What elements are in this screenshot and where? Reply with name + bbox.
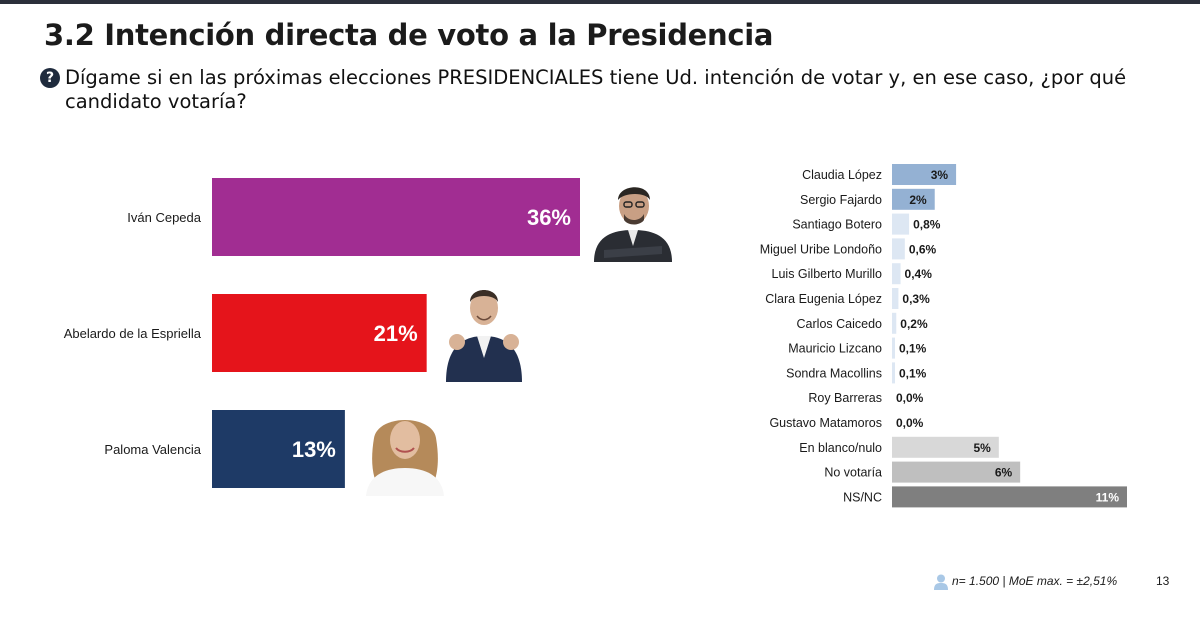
top-bar	[0, 0, 1200, 4]
side-bar-value: 0,8%	[913, 218, 941, 232]
main-category-label: Paloma Valencia	[104, 442, 201, 457]
side-bar	[892, 312, 897, 334]
side-bar-value: 0,4%	[905, 267, 933, 281]
side-bar	[892, 263, 901, 285]
side-category-label: En blanco/nulo	[799, 441, 882, 455]
side-bar	[892, 188, 935, 210]
other-options-chart: Claudia López 3% Sergio Fajardo 2% Santiago …	[760, 164, 1127, 508]
side-bar	[892, 164, 957, 185]
candidate-photo-cepeda	[594, 187, 672, 262]
side-bar-value: 0,6%	[909, 242, 937, 256]
side-category-label: Sondra Macollins	[786, 366, 882, 380]
side-category-label: Roy Barreras	[808, 391, 882, 405]
side-category-label: Mauricio Lizcano	[788, 342, 882, 356]
side-bar	[892, 486, 1127, 508]
side-bar	[892, 362, 895, 384]
side-bar-value: 0,0%	[896, 391, 924, 405]
side-category-label: Carlos Caicedo	[797, 317, 883, 331]
side-bar	[892, 288, 899, 309]
main-candidates-chart: Iván Cepeda 36% Abelardo de la Espriella 21…	[64, 178, 580, 488]
side-bar-value: 5%	[973, 441, 991, 455]
side-bar	[892, 436, 999, 458]
side-bar-value: 11%	[1096, 490, 1120, 504]
question-text: Dígame si en las próximas elecciones PRE…	[65, 66, 1127, 113]
side-category-label: Clara Eugenia López	[765, 292, 882, 306]
side-category-label: No votaría	[824, 466, 882, 480]
side-category-label: Gustavo Matamoros	[769, 416, 882, 430]
side-category-label: Sergio Fajardo	[800, 193, 882, 207]
side-category-label: Santiago Botero	[792, 218, 882, 232]
main-category-label: Abelardo de la Espriella	[64, 326, 202, 341]
candidate-photo-valencia	[366, 420, 444, 496]
side-category-label: Luis Gilberto Murillo	[772, 267, 883, 281]
side-bar	[892, 337, 895, 359]
side-category-label: Claudia López	[802, 168, 882, 182]
main-bar	[212, 410, 345, 488]
side-bar-value: 3%	[931, 168, 949, 182]
main-bar	[212, 294, 427, 372]
side-category-label: Miguel Uribe Londoño	[760, 242, 882, 256]
side-category-label: NS/NC	[843, 490, 882, 504]
sample-note-text: n= 1.500 | MoE max. = ±2,51%	[952, 574, 1118, 589]
side-bar-value: 0,1%	[899, 366, 927, 380]
person-icon	[934, 574, 948, 590]
main-bar-value: 21%	[374, 321, 418, 346]
main-bar-value: 13%	[292, 437, 336, 462]
side-bar-value: 0,3%	[902, 292, 930, 306]
main-category-label: Iván Cepeda	[127, 210, 201, 225]
main-bar	[212, 178, 580, 256]
side-bar	[892, 461, 1021, 483]
side-bar-value: 6%	[995, 466, 1013, 480]
candidate-photo-espriella	[446, 290, 522, 382]
side-bar	[892, 213, 910, 235]
page-number: 13	[1156, 574, 1170, 588]
side-bar	[892, 238, 905, 260]
page-title: 3.2 Intención directa de voto a la Presi…	[44, 18, 774, 52]
main-bar-value: 36%	[527, 205, 571, 230]
question-circle-icon: ?	[40, 68, 60, 88]
side-bar-value: 2%	[909, 193, 927, 207]
side-bar-value: 0,1%	[899, 342, 927, 356]
side-bar-value: 0,0%	[896, 416, 924, 430]
side-bar-value: 0,2%	[900, 317, 928, 331]
sample-note: n= 1.500 | MoE max. = ±2,51%	[934, 574, 1117, 590]
